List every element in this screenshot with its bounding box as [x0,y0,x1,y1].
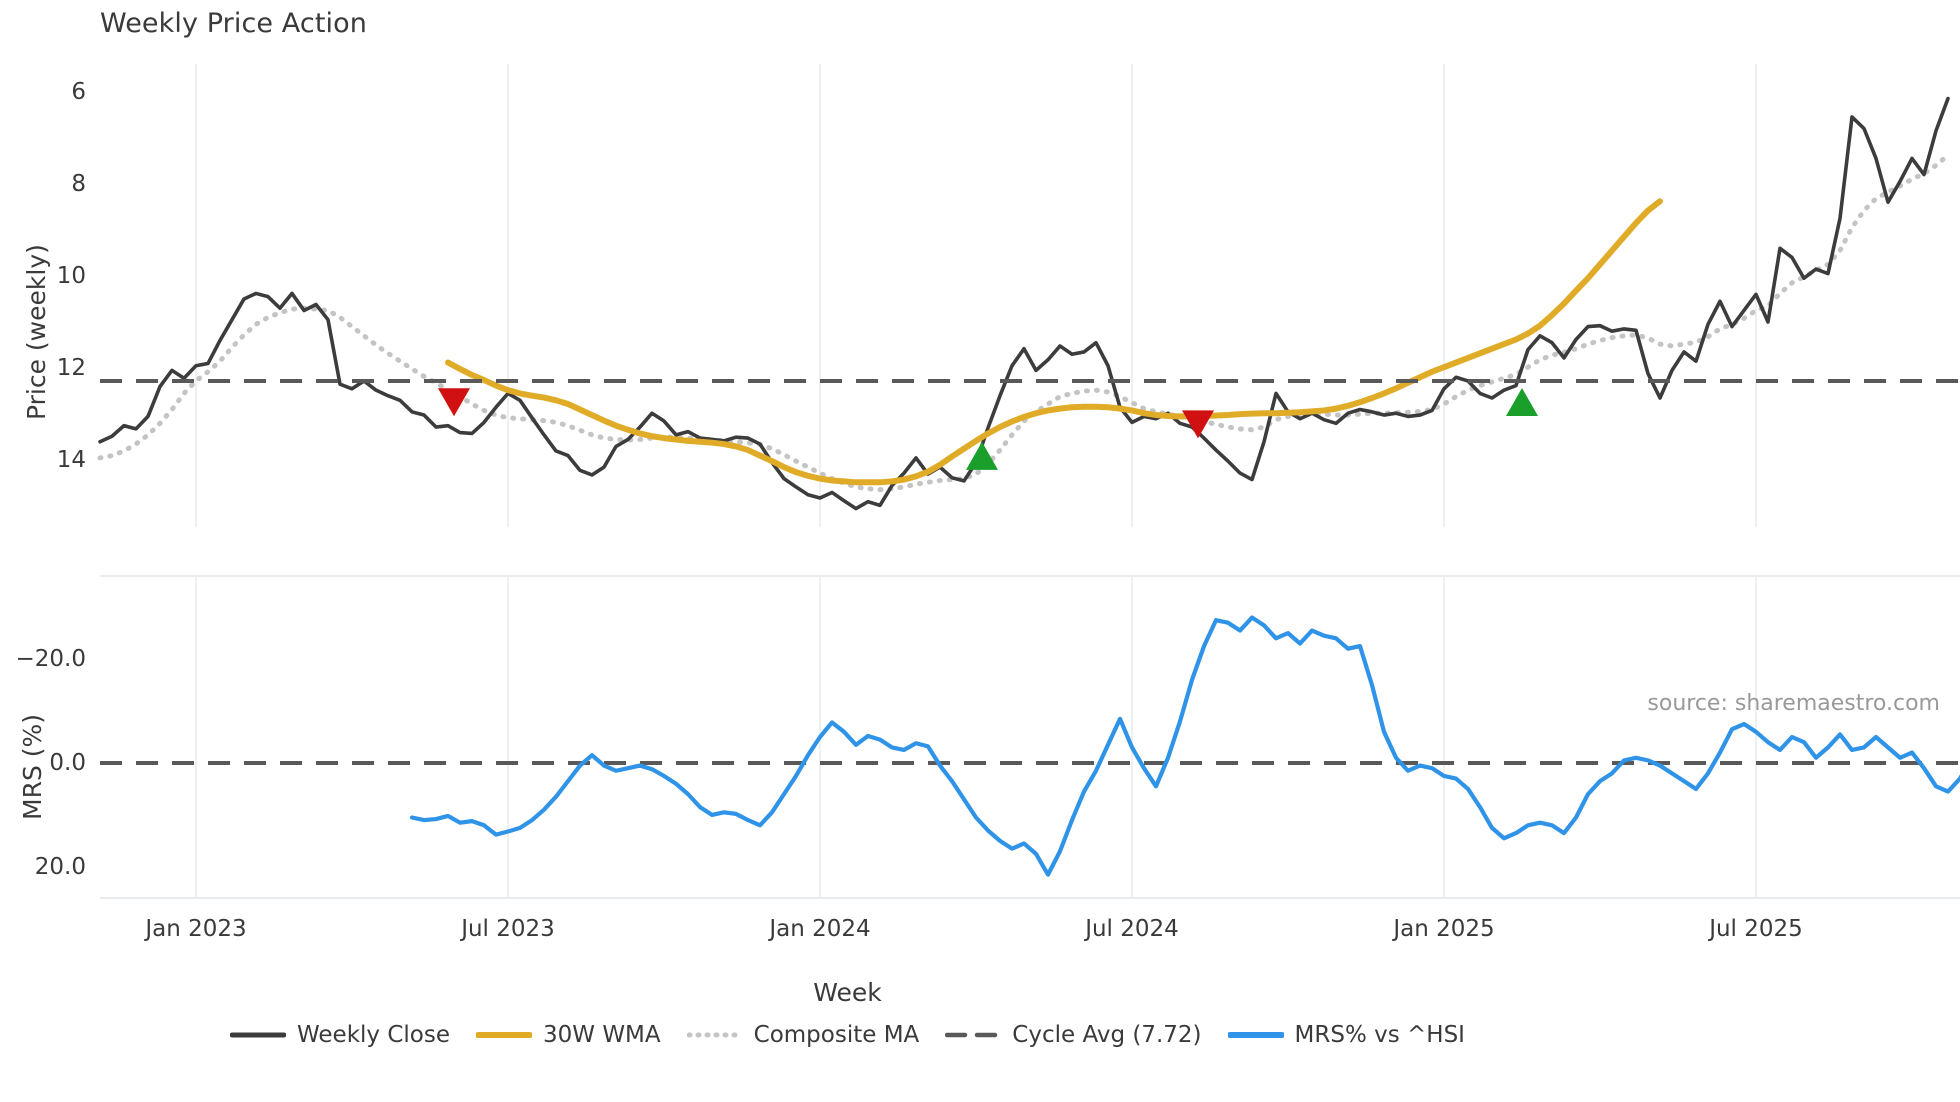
legend-item[interactable]: Weekly Close [230,1022,450,1048]
wma-line [445,198,1663,486]
x-tick: Jul 2025 [1709,916,1803,942]
mrs-y-tick: 20.0 [34,853,86,880]
price-y-tick: 14 [56,447,86,474]
x-tick: Jan 2024 [769,916,871,942]
legend-item[interactable]: Composite MA [686,1022,920,1048]
legend-label: Composite MA [753,1022,920,1048]
weekly-close-line [98,96,1950,511]
sell-marker [438,388,470,417]
legend-label: MRS% vs ^HSI [1294,1022,1465,1048]
price-y-tick: 8 [71,170,86,197]
sell-marker [1182,410,1214,439]
mrs-line [409,615,1960,877]
legend-swatch-icon [945,1025,1002,1045]
source-watermark: source: sharemaestro.com [1647,691,1940,716]
legend-item[interactable]: MRS% vs ^HSI [1227,1022,1465,1048]
legend-swatch-icon [476,1025,532,1045]
x-tick: Jan 2023 [145,916,247,942]
price-y-tick: 6 [71,78,86,105]
price-y-tick: 10 [56,262,86,289]
chart-title: Weekly Price Action [100,8,367,39]
legend-label: Weekly Close [297,1022,450,1048]
legend-swatch-icon [1227,1025,1284,1045]
legend-item[interactable]: 30W WMA [476,1022,661,1048]
mrs-y-tick: 0.0 [49,749,86,776]
chart-legend: Weekly Close 30W WMA Composite MA Cycle Avg… [0,1022,1695,1048]
x-tick: Jul 2023 [461,916,555,942]
legend-swatch-icon [230,1025,287,1045]
legend-label: Cycle Avg (7.72) [1012,1022,1202,1048]
x-tick: Jul 2024 [1085,916,1179,942]
buy-marker [966,441,998,470]
composite-ma-line [97,152,1951,493]
x-axis-label: Week [813,978,882,1007]
x-tick: Jan 2025 [1393,916,1495,942]
legend-item[interactable]: Cycle Avg (7.72) [945,1022,1202,1048]
price-y-tick: 12 [56,355,86,382]
mrs-y-tick: −20.0 [15,646,86,673]
buy-marker [1506,387,1538,416]
legend-label: 30W WMA [543,1022,661,1048]
legend-swatch-icon [686,1025,743,1045]
